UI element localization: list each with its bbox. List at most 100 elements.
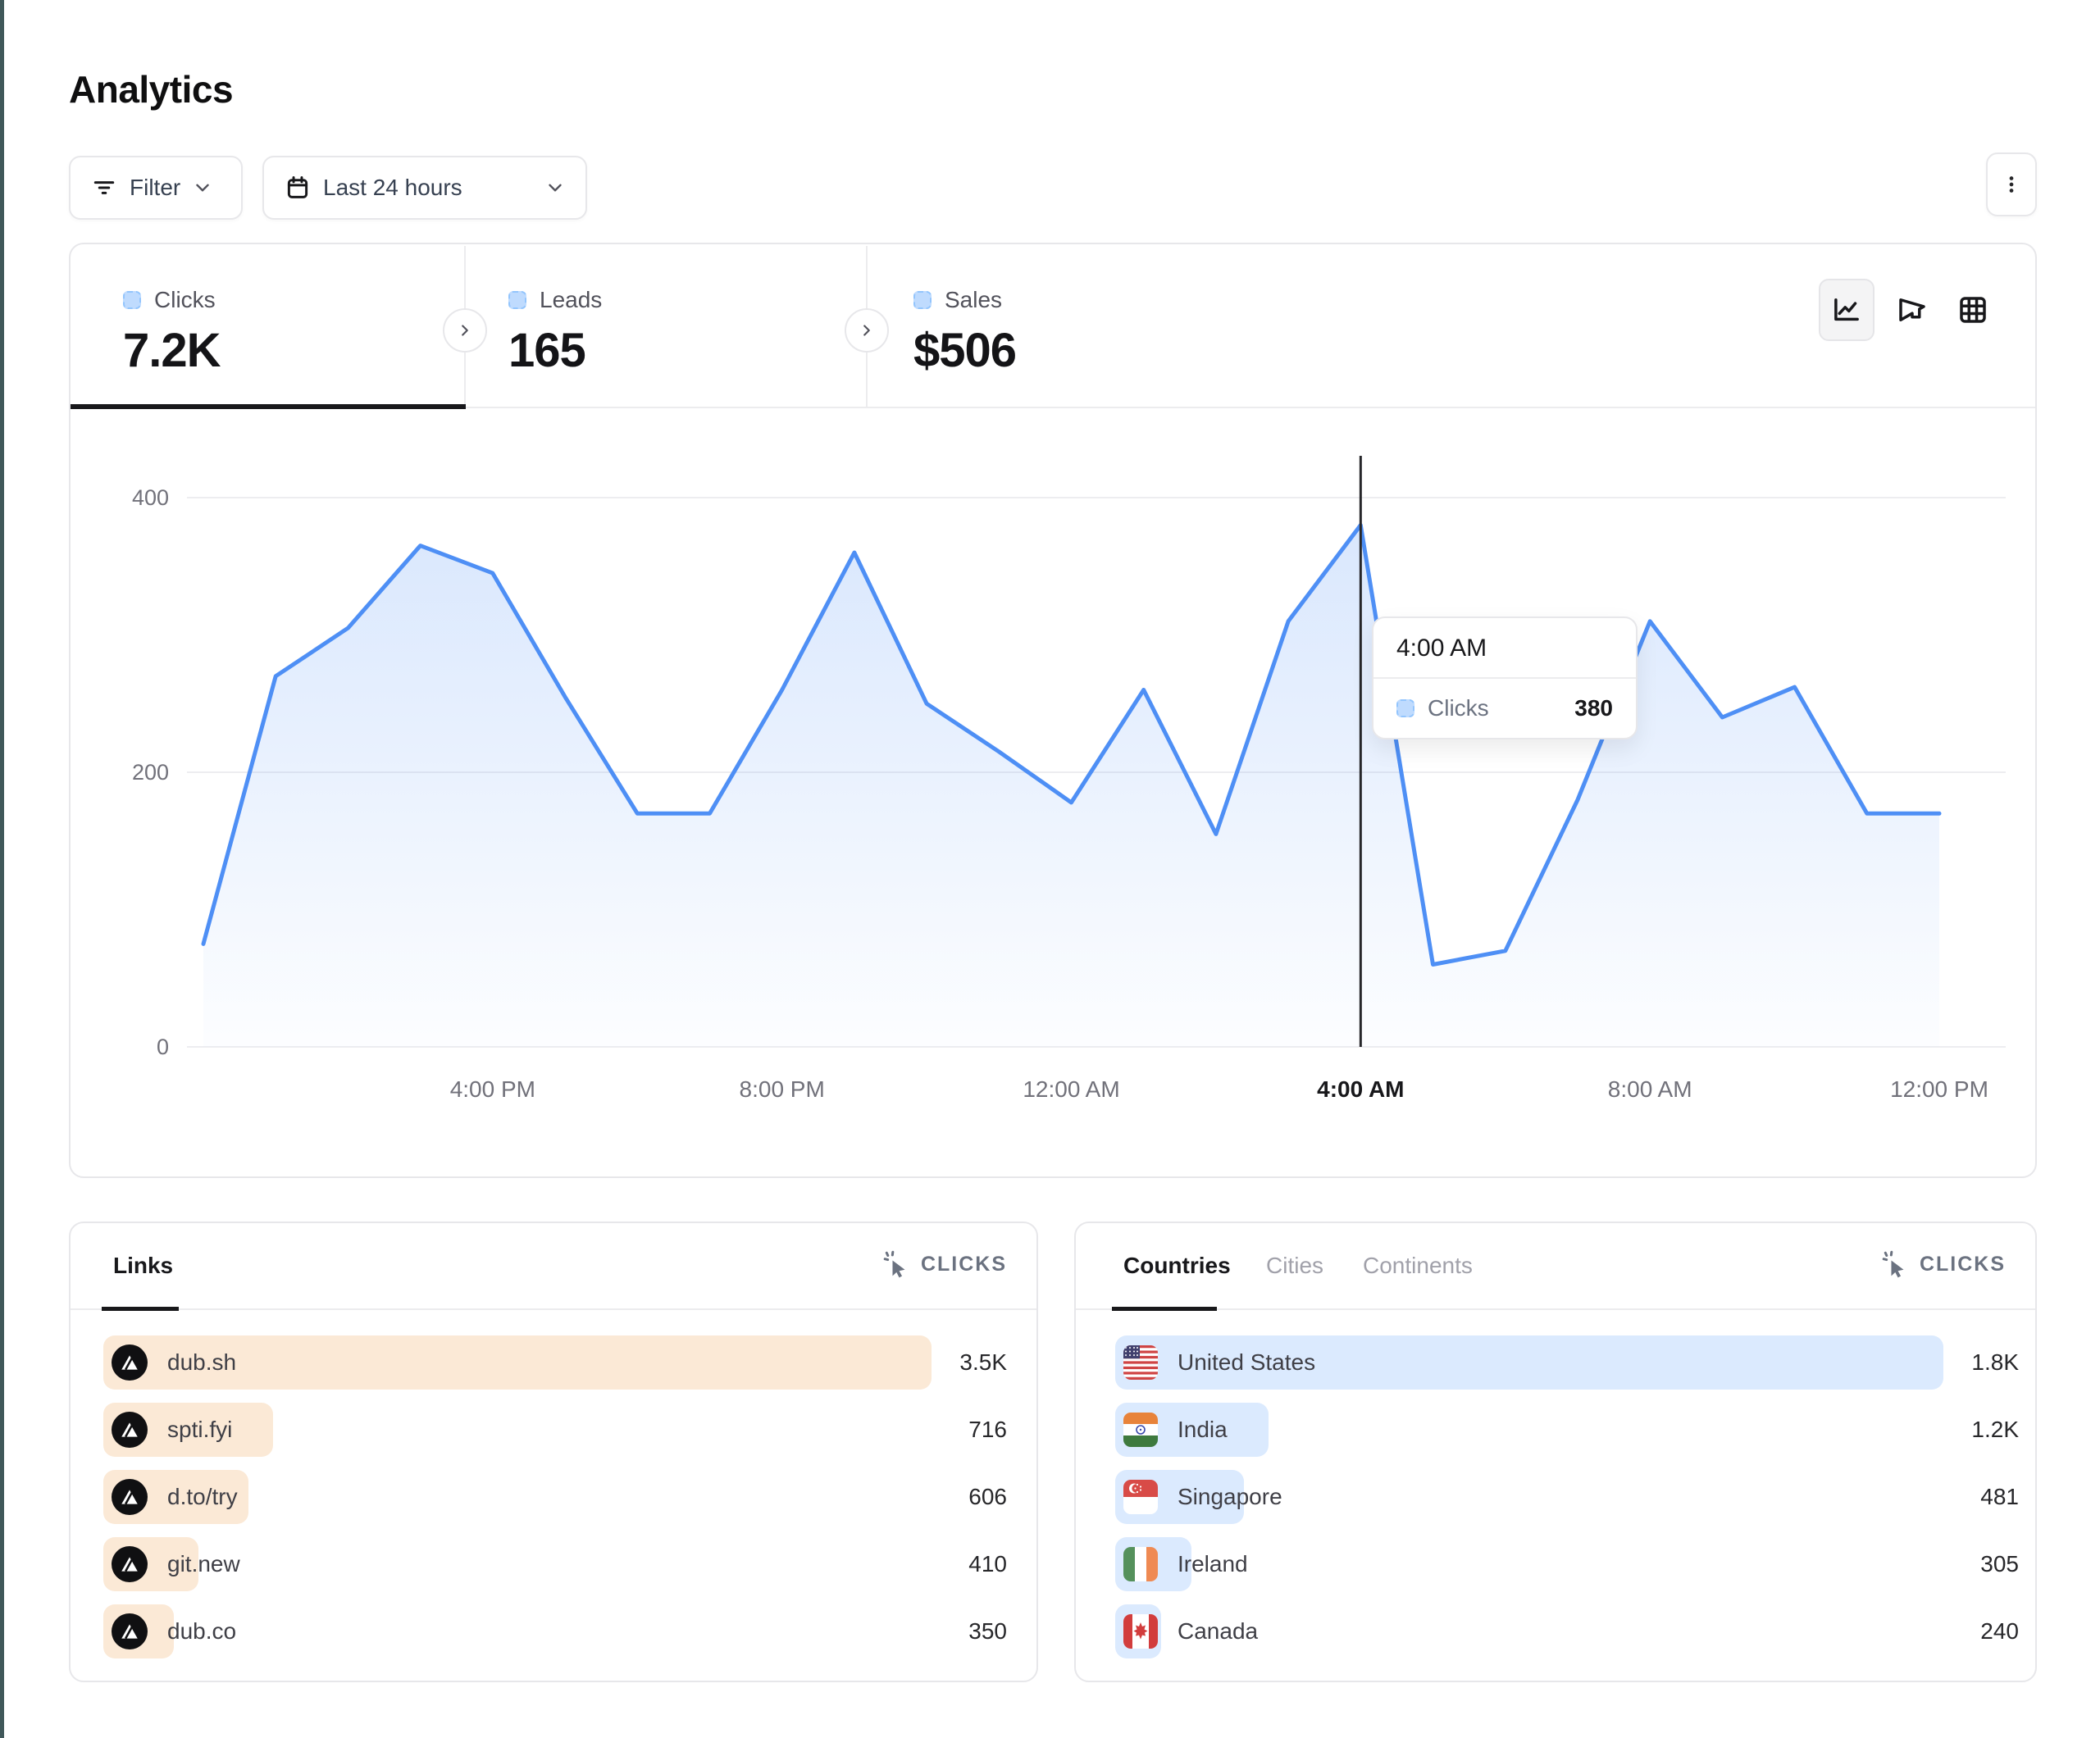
link-clicks-value: 350 xyxy=(968,1618,1007,1644)
stat-value: $506 xyxy=(913,324,1017,377)
cursor-click-icon xyxy=(1880,1249,1910,1279)
link-label: spti.fyi xyxy=(167,1417,233,1442)
link-row[interactable]: git.new 410 xyxy=(103,1537,1007,1591)
calendar-icon xyxy=(284,174,312,202)
leads-legend-chip xyxy=(508,291,526,309)
links-panel: Links CLICKS dub.sh 3.5K spti.fyi 716 d.to… xyxy=(69,1222,1038,1682)
stat-sales[interactable]: Sales $506 xyxy=(913,244,1017,378)
more-options-button[interactable] xyxy=(1986,152,2037,216)
funnel-icon xyxy=(1899,298,1925,321)
date-range-button[interactable]: Last 24 hours xyxy=(262,156,587,220)
analytics-card: Clicks 7.2K Leads 165 Sales $506 xyxy=(69,243,2037,1178)
link-clicks-value: 606 xyxy=(968,1484,1007,1509)
geo-metric-selector[interactable]: CLICKS xyxy=(1880,1249,2006,1279)
country-label: United States xyxy=(1178,1349,1316,1375)
link-favicon xyxy=(112,1412,148,1448)
stat-clicks[interactable]: Clicks 7.2K xyxy=(123,244,221,378)
tooltip-series-label: Clicks xyxy=(1428,695,1489,721)
country-bar xyxy=(1115,1335,1943,1390)
filter-lines-icon xyxy=(90,174,118,202)
view-mode-line-chart[interactable] xyxy=(1819,279,1875,341)
country-flag-ca-icon xyxy=(1123,1614,1158,1649)
window-edge-strip xyxy=(0,0,4,1738)
country-label: Singapore xyxy=(1178,1484,1282,1509)
link-label: d.to/try xyxy=(167,1484,238,1509)
date-range-label: Last 24 hours xyxy=(323,175,462,200)
active-stat-indicator xyxy=(71,404,466,409)
stats-bottom-border xyxy=(71,407,2035,408)
tab-countries[interactable]: Countries xyxy=(1123,1253,1231,1278)
expand-leads-button[interactable] xyxy=(443,308,487,353)
active-tab-underline xyxy=(102,1307,179,1311)
country-label: Ireland xyxy=(1178,1551,1248,1576)
country-label: India xyxy=(1178,1417,1228,1442)
link-label: git.new xyxy=(167,1551,240,1576)
tab-links[interactable]: Links xyxy=(113,1253,174,1278)
link-clicks-value: 410 xyxy=(968,1551,1007,1576)
active-tab-underline xyxy=(1112,1307,1217,1311)
link-favicon xyxy=(112,1546,148,1582)
country-row[interactable]: Ireland 305 xyxy=(1115,1537,2019,1591)
panel-header-border xyxy=(1076,1308,2035,1310)
filter-button[interactable]: Filter xyxy=(69,156,243,220)
tab-continents[interactable]: Continents xyxy=(1363,1253,1473,1278)
tooltip-value: 380 xyxy=(1574,695,1613,721)
links-metric-selector[interactable]: CLICKS xyxy=(881,1249,1007,1279)
link-label: dub.sh xyxy=(167,1349,237,1375)
country-clicks-value: 1.8K xyxy=(1971,1349,2019,1375)
chevron-down-icon xyxy=(544,177,566,198)
country-row[interactable]: United States 1.8K xyxy=(1115,1335,2019,1390)
panel-header-border xyxy=(71,1308,1036,1310)
three-dots-vertical-icon xyxy=(1999,172,2024,197)
chart-tooltip: 4:00 AM Clicks 380 xyxy=(1372,616,1638,739)
country-clicks-value: 481 xyxy=(1980,1484,2019,1509)
country-clicks-value: 1.2K xyxy=(1971,1417,2019,1442)
view-mode-table[interactable] xyxy=(1945,279,2001,341)
country-clicks-value: 305 xyxy=(1980,1551,2019,1576)
link-row[interactable]: spti.fyi 716 xyxy=(103,1403,1007,1457)
country-flag-sg-icon xyxy=(1123,1480,1158,1514)
stat-value: 7.2K xyxy=(123,324,221,377)
table-grid-icon xyxy=(1960,297,1986,323)
page-title: Analytics xyxy=(69,68,234,111)
link-clicks-value: 716 xyxy=(968,1417,1007,1442)
link-row[interactable]: d.to/try 606 xyxy=(103,1470,1007,1524)
link-row[interactable]: dub.sh 3.5K xyxy=(103,1335,1007,1390)
stat-value: 165 xyxy=(508,324,586,377)
sales-legend-chip xyxy=(913,291,932,309)
expand-sales-button[interactable] xyxy=(845,308,889,353)
cursor-click-icon xyxy=(881,1249,911,1279)
tab-cities[interactable]: Cities xyxy=(1266,1253,1324,1278)
filter-button-label: Filter xyxy=(130,175,181,200)
stat-label: Sales xyxy=(945,287,1003,312)
chevron-down-icon xyxy=(192,177,213,198)
metric-label: CLICKS xyxy=(920,1252,1007,1276)
chevron-right-icon xyxy=(462,325,468,336)
country-row[interactable]: Canada 240 xyxy=(1115,1604,2019,1658)
clicks-legend-chip xyxy=(123,291,141,309)
link-row[interactable]: dub.co 350 xyxy=(103,1604,1007,1658)
link-label: dub.co xyxy=(167,1618,237,1644)
chevron-right-icon xyxy=(863,325,870,336)
country-row[interactable]: Singapore 481 xyxy=(1115,1470,2019,1524)
link-bar xyxy=(103,1335,932,1390)
link-clicks-value: 3.5K xyxy=(959,1349,1007,1375)
stat-label: Leads xyxy=(540,287,603,312)
tooltip-time: 4:00 AM xyxy=(1373,618,1636,679)
country-row[interactable]: India 1.2K xyxy=(1115,1403,2019,1457)
tooltip-series-chip xyxy=(1396,699,1414,717)
geo-panel: Countries Cities Continents CLICKS Unite… xyxy=(1074,1222,2037,1682)
country-flag-in-icon xyxy=(1123,1413,1158,1447)
link-favicon xyxy=(112,1613,148,1649)
link-favicon xyxy=(112,1344,148,1381)
country-flag-ie-icon xyxy=(1123,1547,1158,1581)
country-label: Canada xyxy=(1178,1618,1259,1644)
stat-leads[interactable]: Leads 165 xyxy=(508,244,602,378)
view-mode-funnel[interactable] xyxy=(1884,279,1940,341)
link-favicon xyxy=(112,1479,148,1515)
country-flag-us-icon xyxy=(1123,1345,1158,1380)
stat-label: Clicks xyxy=(154,287,216,312)
metric-label: CLICKS xyxy=(1919,1252,2006,1276)
country-clicks-value: 240 xyxy=(1980,1618,2019,1644)
line-chart-icon xyxy=(1834,298,1859,321)
